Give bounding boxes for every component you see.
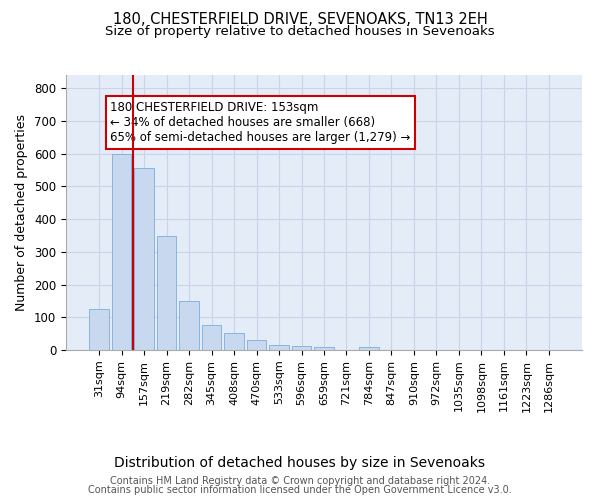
Bar bbox=[224, 333, 244, 350]
Text: Contains HM Land Registry data © Crown copyright and database right 2024.: Contains HM Land Registry data © Crown c… bbox=[110, 476, 490, 486]
Text: 180, CHESTERFIELD DRIVE, SEVENOAKS, TN13 2EH: 180, CHESTERFIELD DRIVE, SEVENOAKS, TN13… bbox=[113, 12, 487, 28]
Bar bbox=[112, 154, 131, 350]
Bar bbox=[269, 345, 289, 350]
Bar bbox=[157, 236, 176, 350]
Bar bbox=[247, 340, 266, 350]
Bar bbox=[314, 346, 334, 350]
Text: Contains public sector information licensed under the Open Government Licence v3: Contains public sector information licen… bbox=[88, 485, 512, 495]
Text: Distribution of detached houses by size in Sevenoaks: Distribution of detached houses by size … bbox=[115, 456, 485, 469]
Text: 180 CHESTERFIELD DRIVE: 153sqm
← 34% of detached houses are smaller (668)
65% of: 180 CHESTERFIELD DRIVE: 153sqm ← 34% of … bbox=[110, 101, 410, 144]
Bar bbox=[202, 326, 221, 350]
Bar bbox=[89, 309, 109, 350]
Bar bbox=[359, 348, 379, 350]
Bar bbox=[134, 168, 154, 350]
Bar bbox=[292, 346, 311, 350]
Text: Size of property relative to detached houses in Sevenoaks: Size of property relative to detached ho… bbox=[105, 25, 495, 38]
Bar bbox=[179, 301, 199, 350]
Y-axis label: Number of detached properties: Number of detached properties bbox=[16, 114, 28, 311]
